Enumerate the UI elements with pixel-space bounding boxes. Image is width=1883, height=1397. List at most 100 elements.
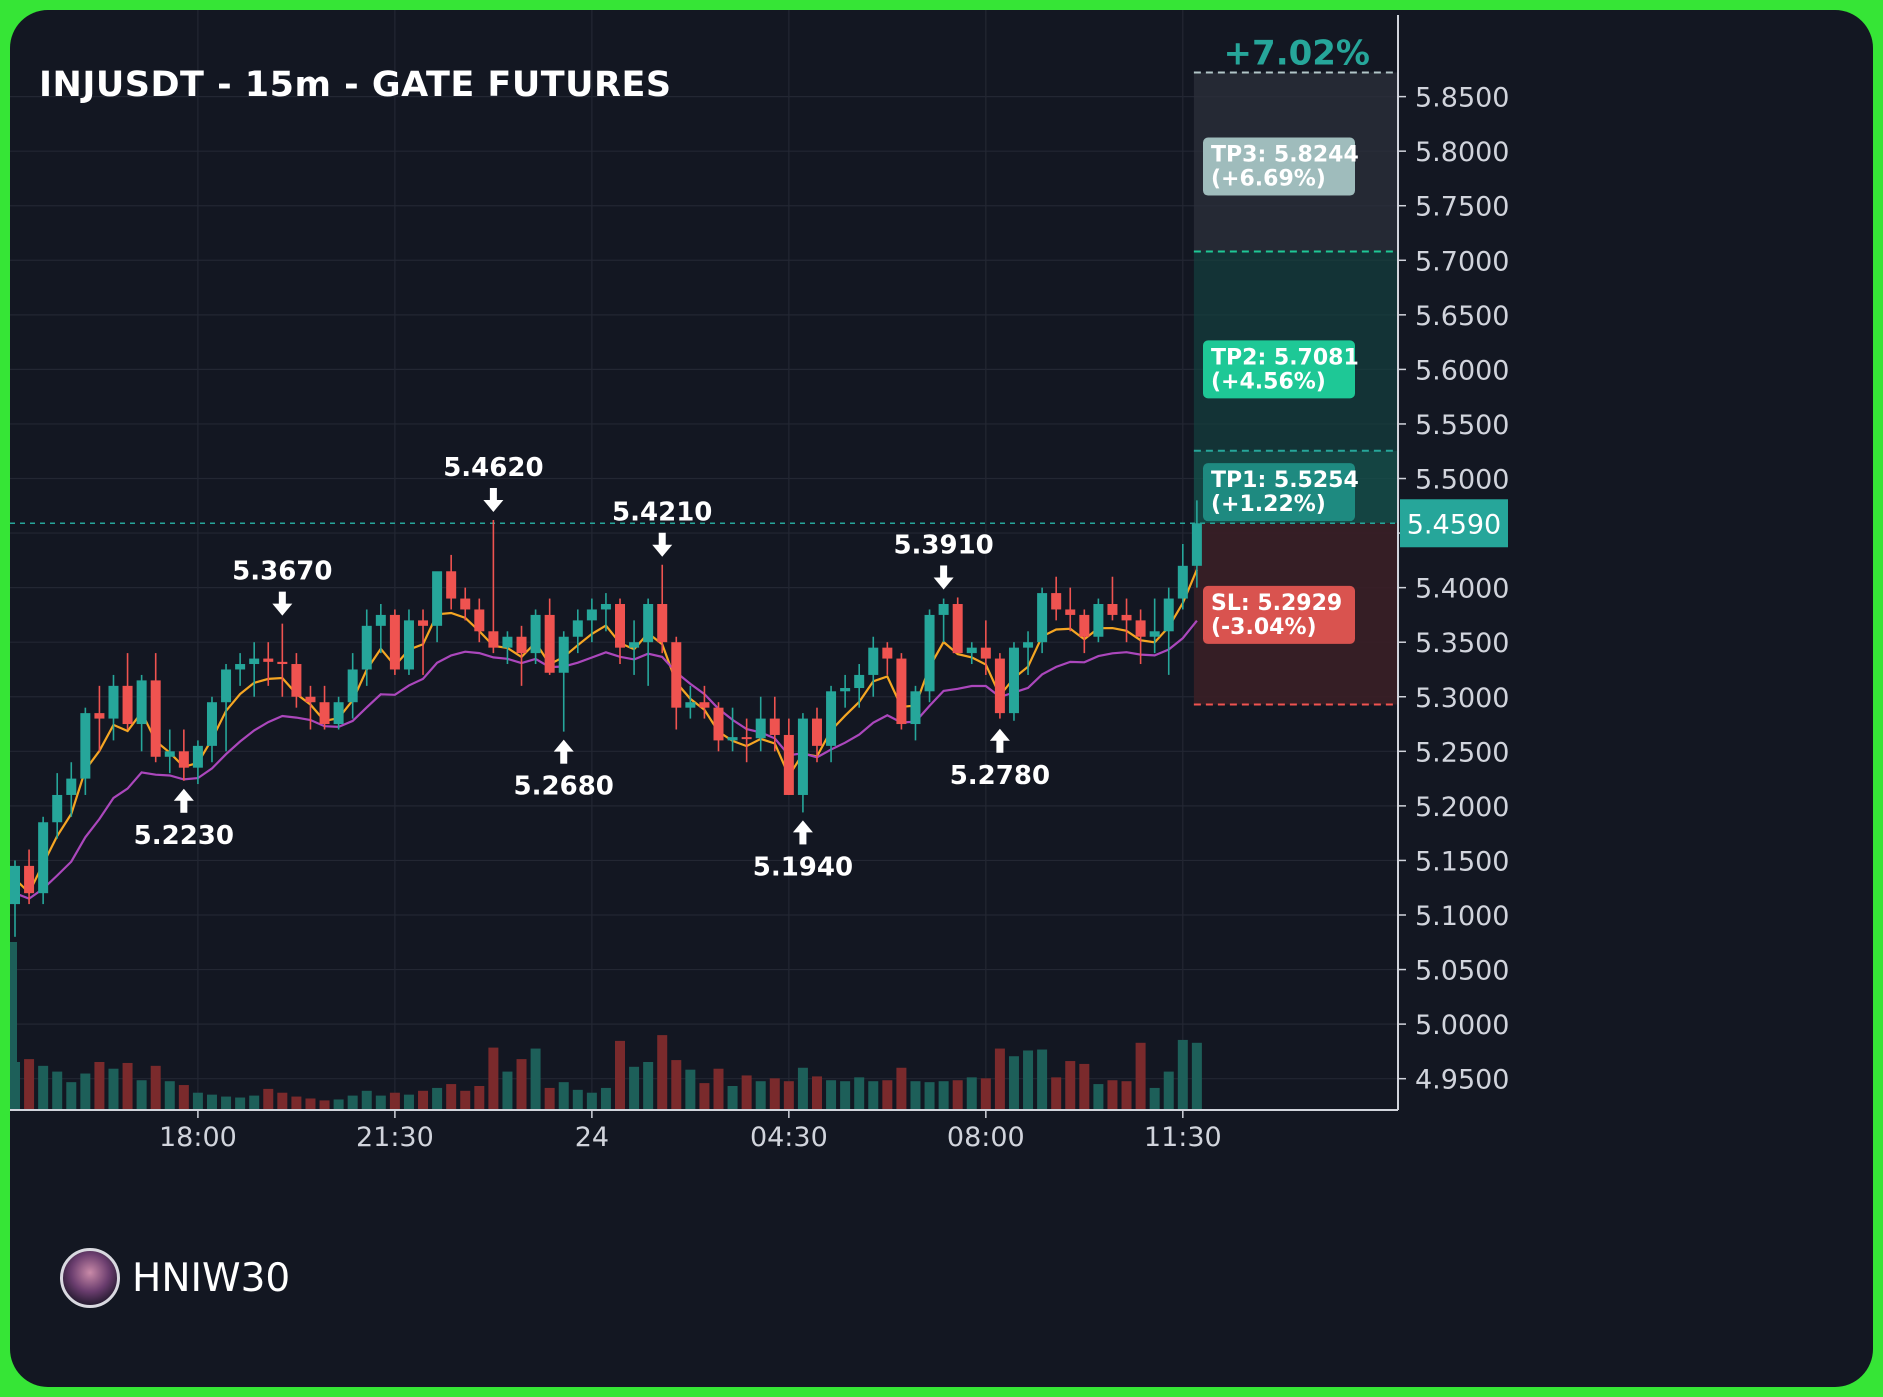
candle	[418, 609, 429, 675]
candle-body	[52, 794, 63, 823]
swing-high-label: 5.3670	[232, 557, 332, 587]
candle	[291, 653, 302, 708]
candle	[24, 849, 35, 905]
candle	[868, 636, 879, 697]
candle	[797, 713, 808, 813]
candle	[1107, 576, 1118, 621]
author-watermark: HNIW30	[60, 1246, 290, 1310]
candle-body	[657, 604, 668, 643]
tp1-label: TP1: 5.5254(+1.22%)	[1203, 463, 1359, 522]
y-tick-label: 5.8000	[1415, 137, 1509, 168]
down-arrow-stem	[489, 487, 497, 501]
candle-body	[488, 631, 499, 648]
volume-bar	[516, 1059, 527, 1110]
candle	[66, 762, 77, 817]
tp3-label-box	[1203, 137, 1355, 196]
up-arrow-icon	[553, 739, 574, 752]
candle-body	[150, 680, 161, 757]
volume-bar	[980, 1078, 991, 1110]
candle	[150, 653, 161, 763]
candle-body	[418, 620, 429, 626]
avatar	[60, 1248, 120, 1308]
candle-body	[699, 702, 710, 708]
candle-body	[727, 737, 738, 741]
candle	[516, 625, 527, 686]
volume-bar	[994, 1048, 1005, 1110]
candle	[277, 623, 288, 697]
y-tick-label: 5.6500	[1415, 301, 1509, 332]
trade-zones	[10, 71, 1398, 706]
candle-body	[910, 691, 921, 725]
volume-bar	[544, 1087, 555, 1110]
candle	[924, 609, 935, 703]
candle	[769, 696, 780, 752]
candle-body	[249, 658, 260, 665]
candle-body	[206, 702, 217, 746]
grid	[10, 10, 1398, 1110]
y-tick-label: 5.2000	[1415, 792, 1509, 823]
volume-bar	[460, 1090, 471, 1110]
volume-bar	[192, 1092, 203, 1110]
candle	[178, 729, 189, 781]
candles	[10, 500, 1202, 937]
tp1-label-box	[1203, 463, 1355, 522]
candle	[699, 685, 710, 719]
candle	[235, 653, 246, 686]
volume-bar	[699, 1083, 710, 1110]
swing-high-label: 5.3910	[893, 530, 993, 560]
candle	[980, 620, 991, 675]
candle	[221, 664, 232, 752]
candle	[713, 702, 724, 752]
candle	[938, 598, 949, 643]
volume-bar	[319, 1100, 330, 1110]
candle-body	[826, 691, 837, 746]
down-arrow-icon	[272, 603, 293, 616]
candle	[755, 696, 766, 752]
volume-bar	[1065, 1061, 1076, 1110]
volume-bar	[1093, 1084, 1104, 1110]
y-tick-label: 5.7000	[1415, 246, 1509, 277]
y-tick-label: 5.6000	[1415, 355, 1509, 386]
candle	[811, 707, 822, 763]
volume-bar	[783, 1081, 794, 1110]
candle-body	[615, 604, 626, 648]
volume-bar	[1008, 1056, 1019, 1110]
volume-bar	[629, 1066, 640, 1110]
candle-body	[558, 636, 569, 673]
candle-body	[938, 604, 949, 615]
chart-frame: 5.2230 5.3670 5.4620 5.2680 5.4210 5.1940 5.39…	[10, 10, 1873, 1387]
candle	[615, 598, 626, 665]
up-arrow-stem	[799, 831, 807, 845]
volume-bar	[375, 1095, 386, 1110]
candle	[460, 587, 471, 621]
candle	[1163, 587, 1174, 675]
candle	[952, 597, 963, 654]
candle-body	[530, 614, 541, 654]
volume-bar	[10, 942, 17, 1110]
axes: 5.8500 5.8000 5.7500 5.7000 5.6500 5.6000 5.55…	[10, 15, 1509, 1153]
candle-body	[811, 718, 822, 746]
trade-labels: +7.02% TP3: 5.8244(+6.69%) TP2: 5.7081(+4.…	[1203, 34, 1370, 644]
candle	[1037, 587, 1048, 654]
swing-annotation: 5.2780	[950, 728, 1050, 791]
volume-bar	[741, 1075, 752, 1110]
volume-bar	[896, 1067, 907, 1110]
candlestick-chart[interactable]: 5.2230 5.3670 5.4620 5.2680 5.4210 5.1940 5.39…	[10, 10, 1873, 1387]
candle	[305, 685, 316, 730]
up-arrow-icon	[173, 788, 194, 801]
volume-bar	[910, 1081, 921, 1110]
up-arrow-icon	[792, 820, 813, 833]
down-arrow-icon	[933, 577, 954, 590]
candle-body	[432, 571, 443, 626]
volume-bar	[657, 1035, 668, 1110]
candle-body	[924, 614, 935, 692]
candle-body	[1079, 614, 1090, 637]
candle-body	[80, 713, 91, 779]
swing-annotation: 5.2680	[514, 739, 614, 802]
volume-bar	[66, 1082, 77, 1110]
volume-bar	[558, 1082, 569, 1110]
candle-body	[291, 664, 302, 697]
candle	[657, 564, 668, 654]
candle	[446, 554, 457, 610]
swing-low-label: 5.2780	[950, 761, 1050, 791]
